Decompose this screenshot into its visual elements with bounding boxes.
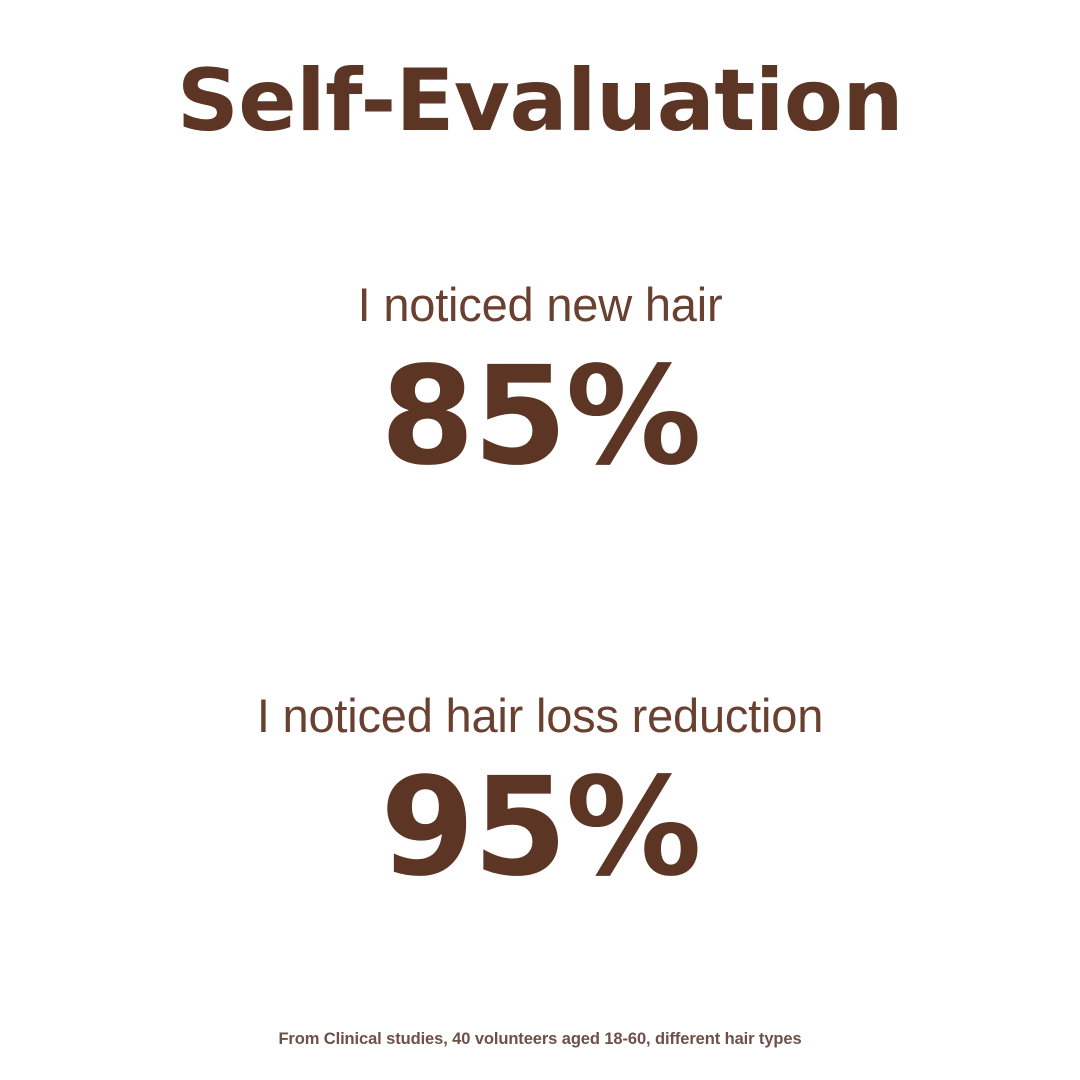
footnote-source: From Clinical studies, 40 volunteers age… — [278, 1030, 802, 1048]
stat-block-hair-loss-reduction: I noticed hair loss reduction 95% — [0, 689, 1080, 900]
stat-block-new-hair: I noticed new hair 85% — [0, 278, 1080, 489]
stat-label-new-hair: I noticed new hair — [357, 278, 723, 331]
stat-value-hair-loss-reduction: 95% — [380, 749, 702, 908]
stat-label-hair-loss-reduction: I noticed hair loss reduction — [256, 689, 824, 742]
stat-value-new-hair: 85% — [380, 338, 702, 497]
page-title: Self-Evaluation — [176, 51, 904, 151]
